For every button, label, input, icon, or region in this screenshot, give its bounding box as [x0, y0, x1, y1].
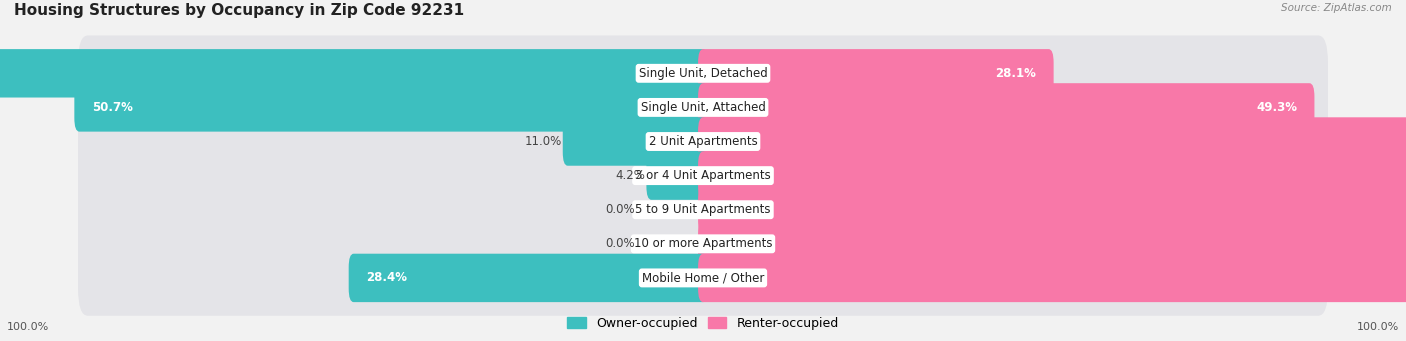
Text: 50.7%: 50.7%: [91, 101, 132, 114]
Text: Housing Structures by Occupancy in Zip Code 92231: Housing Structures by Occupancy in Zip C…: [14, 3, 464, 18]
FancyBboxPatch shape: [562, 117, 709, 166]
Text: 10 or more Apartments: 10 or more Apartments: [634, 237, 772, 250]
Text: 11.0%: 11.0%: [524, 135, 561, 148]
FancyBboxPatch shape: [75, 83, 709, 132]
FancyBboxPatch shape: [699, 220, 1406, 268]
FancyBboxPatch shape: [79, 70, 1329, 145]
Text: 28.4%: 28.4%: [366, 271, 406, 284]
FancyBboxPatch shape: [79, 104, 1329, 179]
FancyBboxPatch shape: [699, 151, 1406, 200]
FancyBboxPatch shape: [699, 186, 1406, 234]
Text: Source: ZipAtlas.com: Source: ZipAtlas.com: [1281, 3, 1392, 13]
FancyBboxPatch shape: [699, 49, 1053, 98]
Text: 5 to 9 Unit Apartments: 5 to 9 Unit Apartments: [636, 203, 770, 216]
Text: 100.0%: 100.0%: [7, 322, 49, 332]
FancyBboxPatch shape: [699, 83, 1315, 132]
Text: 2 Unit Apartments: 2 Unit Apartments: [648, 135, 758, 148]
Text: 28.1%: 28.1%: [995, 67, 1036, 80]
FancyBboxPatch shape: [0, 49, 709, 98]
FancyBboxPatch shape: [79, 35, 1329, 111]
FancyBboxPatch shape: [79, 138, 1329, 213]
FancyBboxPatch shape: [699, 254, 1406, 302]
Text: 100.0%: 100.0%: [1357, 322, 1399, 332]
FancyBboxPatch shape: [79, 240, 1329, 316]
Text: 49.3%: 49.3%: [1256, 101, 1298, 114]
FancyBboxPatch shape: [79, 172, 1329, 248]
Text: Mobile Home / Other: Mobile Home / Other: [641, 271, 765, 284]
FancyBboxPatch shape: [79, 206, 1329, 282]
Text: 0.0%: 0.0%: [606, 203, 636, 216]
Text: Single Unit, Detached: Single Unit, Detached: [638, 67, 768, 80]
FancyBboxPatch shape: [349, 254, 709, 302]
Text: 0.0%: 0.0%: [606, 237, 636, 250]
Text: 3 or 4 Unit Apartments: 3 or 4 Unit Apartments: [636, 169, 770, 182]
Text: 4.2%: 4.2%: [616, 169, 645, 182]
Legend: Owner-occupied, Renter-occupied: Owner-occupied, Renter-occupied: [562, 312, 844, 335]
FancyBboxPatch shape: [699, 117, 1406, 166]
Text: Single Unit, Attached: Single Unit, Attached: [641, 101, 765, 114]
FancyBboxPatch shape: [647, 151, 709, 200]
